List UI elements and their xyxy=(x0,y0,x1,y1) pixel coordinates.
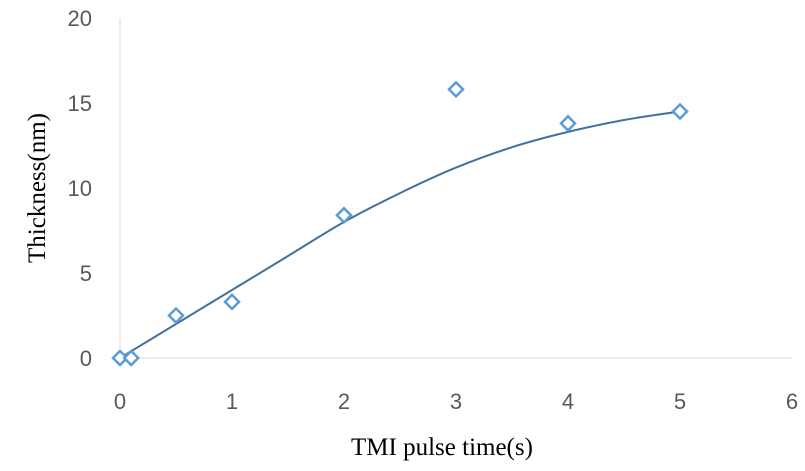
data-point-marker xyxy=(447,80,465,99)
data-point-marker xyxy=(671,102,689,121)
data-point-marker xyxy=(559,114,577,133)
y-tick-label: 15 xyxy=(68,91,92,116)
y-tick-label: 0 xyxy=(80,346,92,371)
x-tick-label: 3 xyxy=(450,389,462,414)
data-markers xyxy=(111,80,689,367)
y-tick-label: 20 xyxy=(68,6,92,31)
x-axis-title: TMI pulse time(s) xyxy=(351,434,533,461)
y-tick-labels: 0 5 10 15 20 xyxy=(68,6,92,371)
data-point-marker xyxy=(111,349,129,367)
x-tick-label: 1 xyxy=(226,389,238,414)
x-tick-labels: 0 1 2 3 4 5 6 xyxy=(114,389,798,414)
y-tick-label: 5 xyxy=(80,261,92,286)
y-axis-title: Thickness(nm) xyxy=(24,113,51,263)
x-tick-label: 6 xyxy=(786,389,798,414)
data-point-marker xyxy=(335,206,353,224)
trendline-group xyxy=(119,110,681,359)
trendline xyxy=(119,110,681,359)
x-tick-label: 4 xyxy=(562,389,574,414)
plot-area xyxy=(119,18,792,359)
data-point-marker xyxy=(223,293,241,311)
data-point-marker xyxy=(167,306,185,325)
x-tick-label: 5 xyxy=(674,389,686,414)
x-tick-label: 0 xyxy=(114,389,126,414)
data-point-marker xyxy=(122,349,140,367)
y-tick-label: 10 xyxy=(68,176,92,201)
x-tick-label: 2 xyxy=(338,389,350,414)
